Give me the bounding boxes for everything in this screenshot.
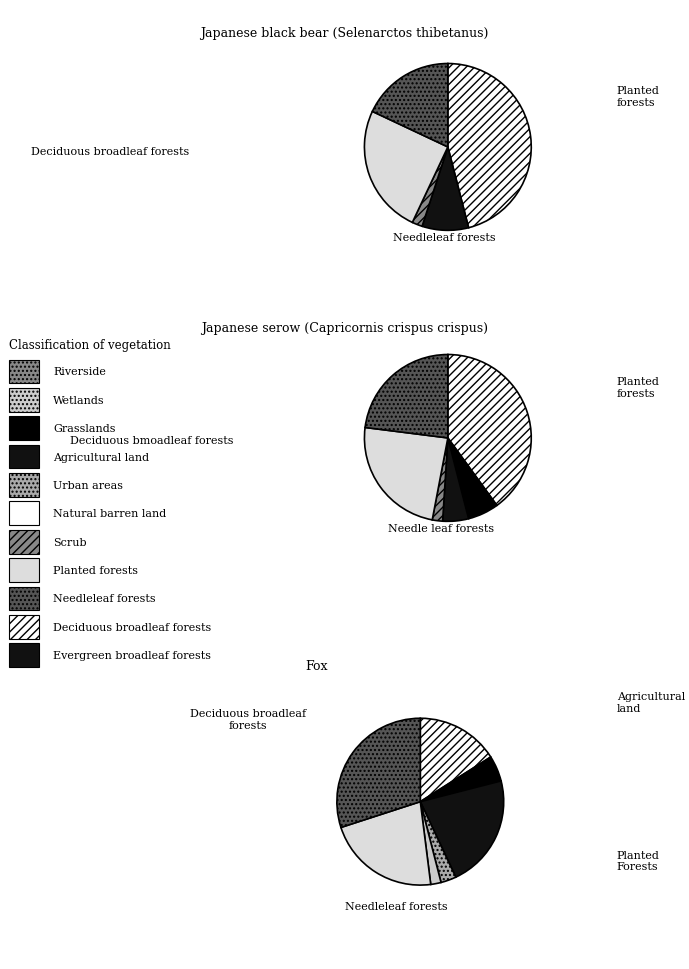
Wedge shape <box>372 64 448 148</box>
Text: Deciduous bmoadleaf forests: Deciduous bmoadleaf forests <box>70 436 234 446</box>
Wedge shape <box>420 757 501 802</box>
Text: Scrub: Scrub <box>53 537 87 547</box>
Text: Needle leaf forests: Needle leaf forests <box>388 523 494 533</box>
Wedge shape <box>341 802 431 885</box>
Bar <box>9 389 39 412</box>
Wedge shape <box>337 719 420 828</box>
Wedge shape <box>364 112 448 223</box>
Bar <box>9 587 39 610</box>
Text: Needleleaf forests: Needleleaf forests <box>393 233 495 242</box>
Wedge shape <box>420 802 456 883</box>
Wedge shape <box>448 438 497 519</box>
Wedge shape <box>442 438 469 521</box>
Bar <box>9 615 39 639</box>
Bar <box>9 643 39 668</box>
Wedge shape <box>364 428 448 520</box>
Text: Japanese serow (Capricornis crispus crispus): Japanese serow (Capricornis crispus cris… <box>201 322 488 334</box>
Text: Deciduous broadleaf forests: Deciduous broadleaf forests <box>53 622 212 632</box>
Text: Grasslands: Grasslands <box>53 423 116 434</box>
Bar <box>9 502 39 525</box>
Text: Fox: Fox <box>306 659 328 672</box>
Bar <box>9 558 39 582</box>
Wedge shape <box>432 438 448 521</box>
Wedge shape <box>422 148 469 231</box>
Text: Evergreen broadleaf forests: Evergreen broadleaf forests <box>53 650 212 661</box>
Wedge shape <box>448 356 531 506</box>
Bar <box>9 530 39 554</box>
Text: Planted
Forests: Planted Forests <box>617 850 659 871</box>
Bar <box>9 474 39 497</box>
Wedge shape <box>420 719 491 802</box>
Text: Riverside: Riverside <box>53 367 106 377</box>
Text: Needleleaf forests: Needleleaf forests <box>53 594 156 604</box>
Wedge shape <box>412 148 448 227</box>
Wedge shape <box>365 355 448 438</box>
Text: Classification of vegetation: Classification of vegetation <box>9 339 170 352</box>
Text: Natural barren land: Natural barren land <box>53 509 167 518</box>
Wedge shape <box>420 781 504 877</box>
Text: Wetlands: Wetlands <box>53 395 105 405</box>
Text: Planted
forests: Planted forests <box>617 377 659 398</box>
Text: Deciduous broadleaf
forests: Deciduous broadleaf forests <box>190 708 306 730</box>
Text: Planted
forests: Planted forests <box>617 86 659 108</box>
Text: Needleleaf forests: Needleleaf forests <box>345 901 447 911</box>
Bar <box>9 445 39 469</box>
Text: Agricultural
land: Agricultural land <box>617 692 685 713</box>
Text: Agricultural land: Agricultural land <box>53 453 150 462</box>
Wedge shape <box>448 65 531 229</box>
Text: Planted forests: Planted forests <box>53 566 138 576</box>
Text: Japanese black bear (Selenarctos thibetanus): Japanese black bear (Selenarctos thibeta… <box>200 27 489 40</box>
Wedge shape <box>420 802 441 885</box>
Bar <box>9 417 39 441</box>
Text: Urban areas: Urban areas <box>53 481 123 490</box>
Text: Deciduous broadleaf forests: Deciduous broadleaf forests <box>31 147 189 157</box>
Bar <box>9 360 39 384</box>
